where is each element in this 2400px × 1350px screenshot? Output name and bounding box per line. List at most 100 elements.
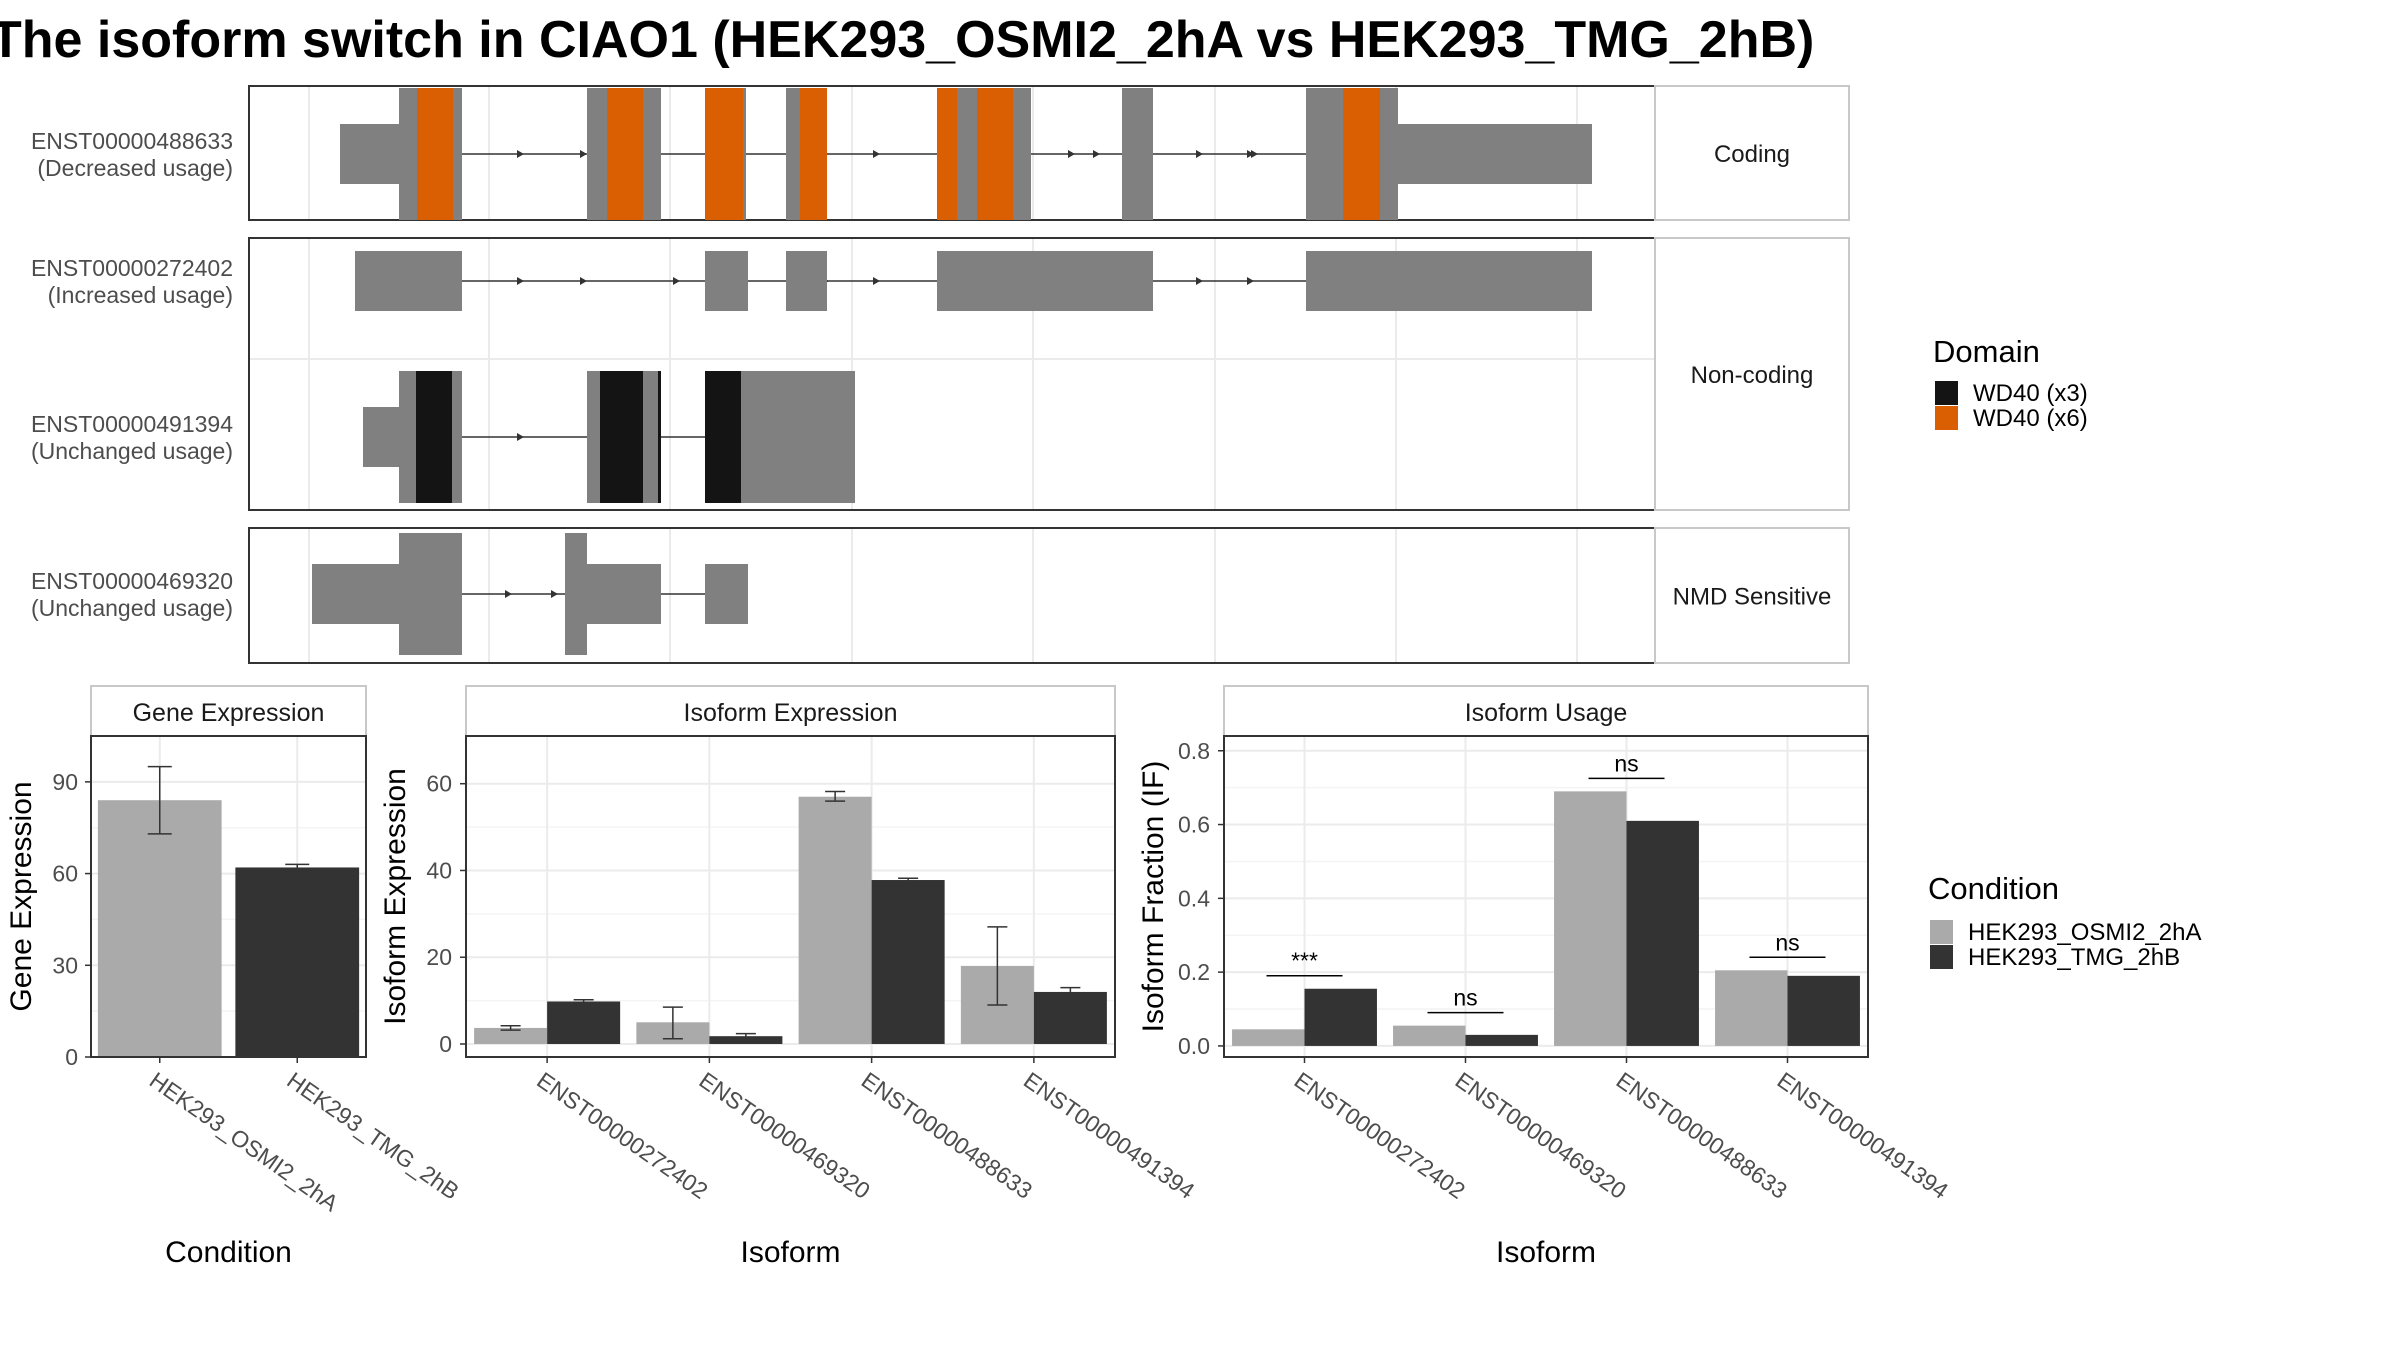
intron-arrow xyxy=(517,433,524,441)
bar xyxy=(474,1027,548,1044)
y-tick-label: 20 xyxy=(426,944,452,970)
facet-strip-label: Non-coding xyxy=(1691,362,1814,389)
exon-block xyxy=(399,533,462,655)
exon-block xyxy=(937,251,1153,311)
intron-arrow xyxy=(505,590,512,598)
error-bar xyxy=(735,1032,756,1040)
intron-arrow xyxy=(873,277,880,285)
intron-arrow xyxy=(1068,150,1075,158)
legend-swatch xyxy=(1930,945,1953,969)
chart-frame xyxy=(465,735,1116,1058)
error-bar xyxy=(662,1006,683,1040)
legend-label: WD40 (x6) xyxy=(1973,405,2088,432)
bar xyxy=(1232,1029,1305,1046)
intron-arrow xyxy=(517,277,524,285)
domain-block xyxy=(417,88,453,220)
exon-block xyxy=(705,251,748,311)
y-tick-label: 0 xyxy=(439,1031,452,1057)
error-bar xyxy=(825,790,846,802)
bar xyxy=(1033,991,1107,1044)
intron-arrow xyxy=(1196,150,1203,158)
error-bar xyxy=(1060,986,1081,998)
x-axis-label: Isoform xyxy=(740,1236,840,1269)
error-bar xyxy=(898,877,919,883)
intron-arrow xyxy=(1247,150,1254,158)
transcript-id-label: ENST00000469320 xyxy=(31,568,233,594)
bar xyxy=(1787,975,1860,1046)
significance-label: ns xyxy=(1614,750,1638,776)
exon-block xyxy=(1398,124,1592,184)
y-tick-label: 40 xyxy=(426,857,452,883)
y-tick-label: 60 xyxy=(426,771,452,797)
transcript-usage-label: (Unchanged usage) xyxy=(31,438,233,464)
exon-block xyxy=(355,251,462,311)
domain-block xyxy=(600,371,643,503)
structure-panel-frame xyxy=(248,527,1656,664)
domain-block xyxy=(705,88,743,220)
x-axis-label: Isoform xyxy=(1496,1236,1596,1269)
legend-title: Condition xyxy=(1928,871,2059,906)
y-tick-label: 0.6 xyxy=(1178,812,1210,838)
bar xyxy=(235,867,360,1057)
bar xyxy=(1393,1025,1466,1046)
x-tick-label: ENST00000491394 xyxy=(1019,1067,1200,1204)
exon-block xyxy=(363,407,399,467)
bar xyxy=(547,1001,621,1044)
y-axis-label: Isoform Fraction (IF) xyxy=(1137,761,1170,1033)
facet-strip xyxy=(1654,85,1850,221)
bar xyxy=(798,796,872,1044)
bar xyxy=(871,880,945,1044)
transcript-id-label: ENST00000491394 xyxy=(31,411,233,437)
intron-arrow xyxy=(517,150,524,158)
exon-block xyxy=(312,564,399,624)
x-tick-label: ENST00000469320 xyxy=(695,1067,875,1204)
error-bar xyxy=(285,863,310,872)
y-tick-label: 60 xyxy=(52,861,78,887)
y-tick-label: 90 xyxy=(52,769,78,795)
domain-block xyxy=(658,371,661,503)
legend-swatch xyxy=(1935,381,1958,405)
facet-strip-label: NMD Sensitive xyxy=(1673,584,1832,611)
domain-block xyxy=(416,371,452,503)
x-tick-label: ENST00000488633 xyxy=(1612,1067,1792,1204)
legend-label: HEK293_OSMI2_2hA xyxy=(1968,919,2201,946)
error-bar xyxy=(987,926,1008,1006)
chart-title: Gene Expression xyxy=(133,699,325,727)
y-tick-label: 0.0 xyxy=(1178,1033,1210,1059)
y-tick-label: 0.4 xyxy=(1178,885,1210,911)
y-axis-label: Isoform Expression xyxy=(379,768,412,1025)
exon-block xyxy=(1122,88,1153,220)
bar xyxy=(709,1036,783,1044)
y-tick-label: 0 xyxy=(65,1044,78,1070)
transcript-id-label: ENST00000272402 xyxy=(31,255,233,281)
bar xyxy=(1626,820,1699,1046)
intron-arrow xyxy=(551,590,558,598)
x-tick-label: ENST00000491394 xyxy=(1773,1067,1954,1204)
x-axis-label: Condition xyxy=(165,1236,292,1269)
exon-block xyxy=(1306,251,1592,311)
transcript-usage-label: (Unchanged usage) xyxy=(31,595,233,621)
exon-block xyxy=(340,124,399,184)
x-tick-label: ENST00000272402 xyxy=(532,1067,712,1204)
intron-arrow xyxy=(1196,277,1203,285)
chart-title: Isoform Usage xyxy=(1465,699,1628,727)
intron-arrow xyxy=(673,277,680,285)
intron-arrow xyxy=(1251,150,1258,158)
intron-arrow xyxy=(580,277,587,285)
y-tick-label: 0.8 xyxy=(1178,738,1210,764)
legend-swatch xyxy=(1935,406,1958,430)
y-axis-label: Gene Expression xyxy=(5,781,38,1011)
domain-block xyxy=(1343,88,1380,220)
transcript-usage-label: (Decreased usage) xyxy=(37,155,233,181)
x-tick-label: ENST00000469320 xyxy=(1451,1067,1631,1204)
transcript-usage-label: (Increased usage) xyxy=(48,282,233,308)
domain-block xyxy=(607,88,643,220)
chart-title: Isoform Expression xyxy=(684,699,898,727)
bar xyxy=(1554,791,1627,1046)
facet-strip xyxy=(1654,527,1850,664)
domain-block xyxy=(977,88,1013,220)
domain-block xyxy=(937,88,957,220)
y-tick-label: 0.2 xyxy=(1178,959,1210,985)
x-tick-label: ENST00000488633 xyxy=(857,1067,1037,1204)
